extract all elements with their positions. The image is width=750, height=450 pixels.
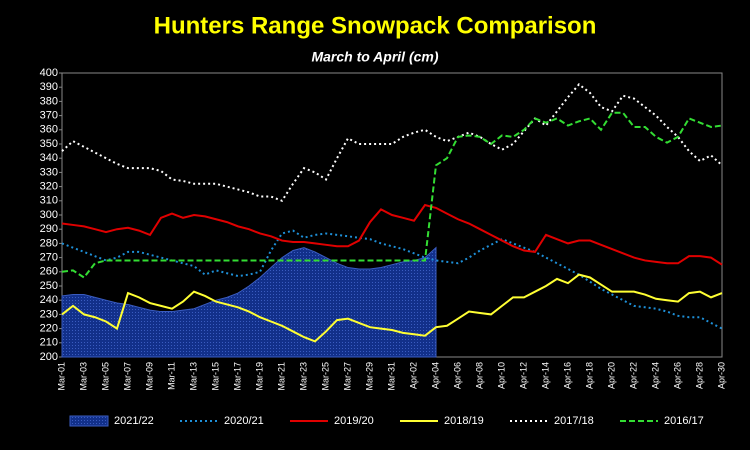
x-tick-label: Apr-18: [584, 362, 594, 389]
x-tick-label: Apr-26: [672, 362, 682, 389]
line: [61, 273, 723, 343]
x-tick-label: Mar-31: [386, 362, 396, 391]
y-tick-label: 340: [40, 152, 58, 164]
x-tick-label: Apr-16: [562, 362, 572, 389]
x-tick-label: Apr-02: [408, 362, 418, 389]
x-tick-label: Apr-22: [628, 362, 638, 389]
legend-label: 2020/21: [224, 415, 264, 427]
legend-swatch: [69, 415, 109, 427]
legend-label: 2017/18: [554, 415, 594, 427]
y-tick-label: 270: [40, 252, 58, 264]
legend-label: 2019/20: [334, 415, 374, 427]
y-tick-label: 400: [40, 67, 58, 79]
line: [61, 82, 723, 203]
area: [61, 246, 437, 358]
x-tick-label: Mar-29: [364, 362, 374, 391]
x-tick-label: Mar-23: [298, 362, 308, 391]
x-tick-label: Mar-27: [342, 362, 352, 391]
x-tick-label: Apr-04: [430, 362, 440, 389]
x-tick-label: Mar-19: [254, 362, 264, 391]
x-tick-label: Apr-12: [518, 362, 528, 389]
x-tick-label: Apr-06: [452, 362, 462, 389]
x-tick-label: Mar-03: [78, 362, 88, 391]
y-tick-label: 330: [40, 166, 58, 178]
x-tick-label: Apr-28: [694, 362, 704, 389]
y-tick-label: 370: [40, 110, 58, 122]
y-tick-label: 260: [40, 266, 58, 278]
chart-subtitle: March to April (cm): [311, 49, 438, 65]
x-tick-label: Apr-08: [474, 362, 484, 389]
y-tick-label: 320: [40, 181, 58, 193]
chart-title: Hunters Range Snowpack Comparison: [154, 12, 597, 39]
y-tick-label: 300: [40, 209, 58, 221]
x-tick-label: Mar-07: [122, 362, 132, 391]
x-tick-label: Apr-20: [606, 362, 616, 389]
y-tick-label: 210: [40, 337, 58, 349]
line: [61, 203, 723, 266]
line: [61, 111, 723, 279]
x-tick-label: Apr-30: [716, 362, 726, 389]
y-tick-label: 240: [40, 294, 58, 306]
y-tick-label: 360: [40, 124, 58, 136]
legend-label: 2018/19: [444, 415, 484, 427]
x-tick-label: Mar-01: [56, 362, 66, 391]
y-tick-label: 280: [40, 237, 58, 249]
x-tick-label: Mar-25: [320, 362, 330, 391]
x-tick-label: Mar-17: [232, 362, 242, 391]
x-tick-label: Apr-14: [540, 362, 550, 389]
x-tick-label: Mar-21: [276, 362, 286, 391]
y-tick-label: 310: [40, 195, 58, 207]
x-tick-label: Mar-11: [166, 362, 176, 390]
y-tick-label: 350: [40, 138, 58, 150]
x-tick-label: Apr-10: [496, 362, 506, 389]
y-tick-label: 230: [40, 308, 58, 320]
x-tick-label: Apr-24: [650, 362, 660, 389]
y-tick-label: 390: [40, 81, 58, 93]
legend-label: 2016/17: [664, 415, 704, 427]
y-tick-label: 220: [40, 323, 58, 335]
x-tick-label: Mar-15: [210, 362, 220, 391]
x-tick-label: Mar-09: [144, 362, 154, 391]
x-tick-label: Mar-05: [100, 362, 110, 391]
y-tick-label: 200: [40, 351, 58, 363]
y-tick-label: 250: [40, 280, 58, 292]
y-tick-label: 290: [40, 223, 58, 235]
y-tick-label: 380: [40, 95, 58, 107]
legend-label: 2021/22: [114, 415, 154, 427]
x-tick-label: Mar-13: [188, 362, 198, 391]
